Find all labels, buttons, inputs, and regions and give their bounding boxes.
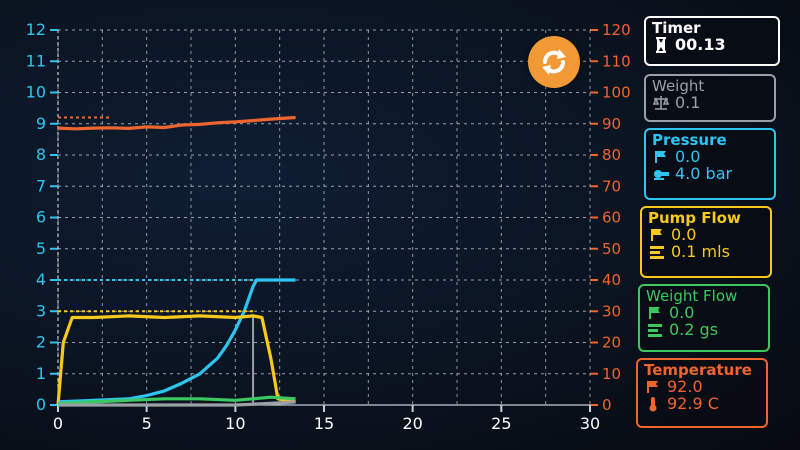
right-tick-label: 40 (602, 271, 621, 289)
reload-icon (542, 49, 566, 75)
reload-button[interactable] (528, 36, 580, 88)
x-tick-label: 5 (142, 414, 152, 433)
series-weight (58, 400, 296, 407)
right-tick-label: 50 (602, 240, 621, 258)
pressure-title: Pressure (652, 131, 727, 149)
right-tick-label: 70 (602, 177, 621, 195)
temperature-title: Temperature (644, 361, 752, 379)
right-tick-label: 20 (602, 334, 621, 352)
pressure-panel[interactable]: Pressure 0.0 4.0 bar (644, 128, 776, 200)
weight-value: 0.1 (675, 92, 701, 112)
timer-value: 00.13 (675, 34, 726, 54)
flag-icon (652, 149, 670, 165)
temperature-target: 92.0 (667, 376, 703, 396)
weight-flow-target: 0.0 (669, 302, 695, 322)
series-pressure (57, 278, 296, 404)
pump-icon (652, 166, 670, 182)
temperature-panel[interactable]: Temperature 92.0 92.9 C (636, 358, 768, 428)
flag-icon (646, 305, 664, 321)
flag-icon (648, 227, 666, 243)
right-tick-label: 0 (602, 396, 612, 414)
scale-icon (652, 95, 670, 111)
series-temperature (57, 115, 296, 131)
weight-flow-panel[interactable]: Weight Flow 0.0 0.2 gs (638, 284, 770, 352)
weight-flow-value: 0.2 gs (669, 319, 719, 339)
left-tick-label: 2 (36, 333, 46, 352)
pressure-target: 0.0 (675, 146, 701, 166)
pump-flow-panel[interactable]: Pump Flow 0.0 0.1 mls (640, 206, 772, 278)
left-tick-label: 0 (36, 395, 46, 414)
x-tick-label: 25 (491, 414, 511, 433)
pump-flow-value: 0.1 mls (671, 241, 730, 261)
x-tick-label: 15 (314, 414, 334, 433)
flag-icon (644, 379, 662, 395)
left-tick-label: 11 (26, 51, 46, 70)
x-tick-label: 10 (225, 414, 245, 433)
timer-title: Timer (652, 19, 701, 37)
left-tick-label: 10 (26, 83, 46, 102)
right-tick-label: 30 (602, 302, 621, 320)
pump-flow-target: 0.0 (671, 224, 697, 244)
right-tick-label: 60 (602, 209, 621, 227)
temperature-value: 92.9 C (667, 393, 719, 413)
left-tick-label: 7 (36, 176, 46, 195)
left-tick-label: 1 (36, 364, 46, 383)
right-tick-label: 110 (602, 52, 631, 70)
hourglass-icon (652, 37, 670, 54)
left-tick-label: 3 (36, 301, 46, 320)
flow-icon (646, 322, 664, 338)
weight-panel[interactable]: Weight 0.1 (644, 74, 776, 122)
left-tick-label: 4 (36, 270, 46, 289)
right-tick-label: 120 (602, 21, 631, 39)
x-tick-label: 20 (402, 414, 422, 433)
pump-flow-title: Pump Flow (648, 209, 741, 227)
left-tick-label: 9 (36, 114, 46, 133)
left-tick-label: 5 (36, 239, 46, 258)
right-tick-label: 80 (602, 146, 621, 164)
right-tick-label: 10 (602, 365, 621, 383)
left-tick-label: 6 (36, 208, 46, 227)
flow-icon (648, 244, 666, 260)
timer-panel[interactable]: Timer 00.13 (644, 16, 780, 66)
weight-flow-title: Weight Flow (646, 287, 738, 305)
left-tick-label: 12 (26, 20, 46, 39)
thermometer-icon (644, 396, 662, 412)
x-tick-label: 30 (580, 414, 600, 433)
series-weight-flow (57, 395, 296, 405)
right-tick-label: 100 (602, 84, 631, 102)
right-tick-label: 90 (602, 115, 621, 133)
pressure-value: 4.0 bar (675, 163, 733, 183)
series-pump-flow (56, 314, 296, 406)
left-tick-label: 8 (36, 145, 46, 164)
weight-title: Weight (652, 77, 705, 95)
x-tick-label: 0 (53, 414, 63, 433)
